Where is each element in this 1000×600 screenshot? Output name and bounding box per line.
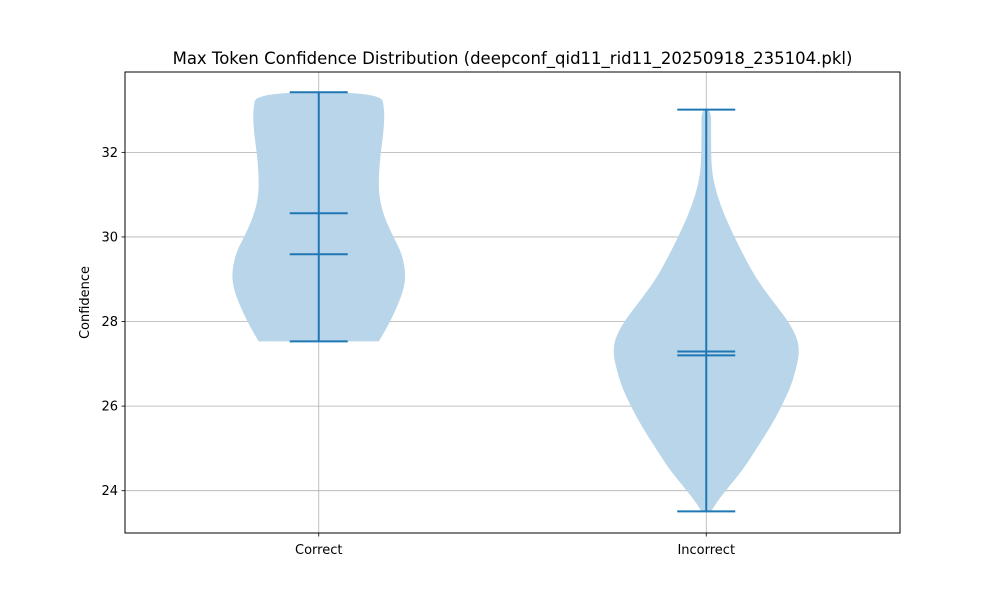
tick-layer: 24 26 28 30 32 Correct Incorrect — [101, 146, 735, 558]
y-tick-label: 26 — [101, 400, 118, 415]
y-tick-label: 32 — [101, 146, 118, 161]
violin-layer — [232, 91, 799, 513]
x-tick-label-incorrect: Incorrect — [677, 543, 735, 558]
y-tick-label: 28 — [101, 315, 118, 330]
chart-title: Max Token Confidence Distribution (deepc… — [173, 49, 853, 69]
x-tick-label-correct: Correct — [295, 543, 342, 558]
y-tick-label: 24 — [101, 484, 118, 499]
y-tick-label: 30 — [101, 230, 118, 245]
y-axis-title: Confidence — [78, 266, 93, 339]
plot-frame — [124, 71, 901, 534]
